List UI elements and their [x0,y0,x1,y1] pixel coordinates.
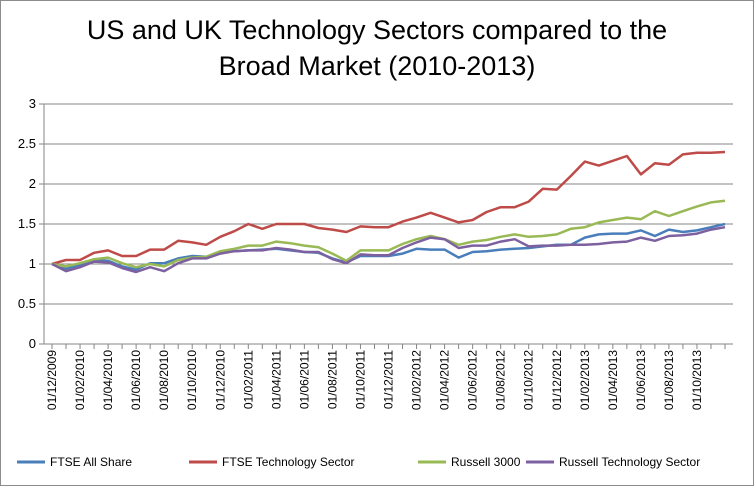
x-tick-label: 01/12/2010 [213,350,227,410]
axes [39,103,733,349]
x-tick-label: 01/06/2012 [466,350,480,410]
x-tick-label: 01/04/2012 [438,350,452,410]
legend: FTSE All Share FTSE Technology Sector Russ… [17,455,700,469]
x-tick-label: 01/04/2011 [269,350,283,409]
y-tick-label: 1.5 [18,216,36,231]
x-tick-label: 01/10/2013 [690,350,704,410]
x-tick-label: 01/12/2009 [45,350,59,410]
x-tick-label: 01/02/2010 [73,350,87,410]
y-tick-label: 0 [29,336,36,351]
series-line-1 [51,222,726,271]
x-tick-label: 01/02/2013 [578,350,592,410]
x-tick-label: 01/10/2010 [185,350,199,410]
y-tick-label: 2 [29,176,36,191]
legend-label: Russell 3000 [451,455,521,469]
x-tick-label: 01/10/2011 [353,350,367,409]
x-tick-label: 01/12/2012 [550,350,564,410]
series-line-2 [51,150,726,266]
x-tick-label: 01/06/2013 [634,350,648,410]
y-tick-label: 0.5 [18,296,36,311]
y-tick-label: 2.5 [18,136,36,151]
legend-label: Russell Technology Sector [559,455,700,469]
x-axis-ticks: 01/12/2009 01/02/2010 01/04/2010 01/06/2010… [45,350,704,410]
y-tick-label: 3 [29,96,36,111]
x-tick-label: 01/02/2011 [241,350,255,409]
chart-title: US and UK Technology Sectors compared to… [0,12,754,84]
x-tick-label: 01/08/2011 [325,350,339,409]
y-axis-ticks: 0 0.5 1 1.5 2 2.5 3 [18,96,36,351]
x-tick-label: 01/04/2013 [606,350,620,410]
legend-label: FTSE Technology Sector [222,455,355,469]
x-tick-label: 01/04/2010 [101,350,115,410]
series-lines [51,150,726,274]
series-line-3 [51,199,726,269]
x-tick-label: 01/08/2013 [662,350,676,410]
chart-title-line-2: Broad Market (2010-2013) [218,51,536,81]
x-tick-label: 01/06/2010 [129,350,143,410]
legend-label: FTSE All Share [50,455,132,469]
x-tick-label: 01/12/2011 [382,350,396,409]
x-tick-label: 01/06/2011 [297,350,311,409]
series-line-4 [51,225,726,274]
x-tick-label: 01/08/2012 [494,350,508,410]
x-tick-label: 01/02/2012 [410,350,424,410]
x-tick-label: 01/08/2010 [157,350,171,410]
gridlines [44,103,733,305]
chart-title-line-1: US and UK Technology Sectors compared to… [86,15,668,45]
y-tick-label: 1 [29,256,36,271]
x-tick-label: 01/10/2012 [522,350,536,410]
